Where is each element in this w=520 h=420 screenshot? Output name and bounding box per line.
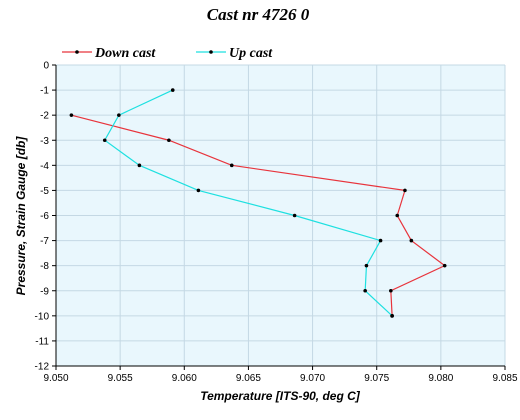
data-point-down-cast bbox=[167, 138, 171, 143]
y-axis-title: Pressure, Strain Gauge [db] bbox=[14, 136, 28, 296]
legend-marker-down-cast bbox=[75, 50, 79, 54]
y-tick-label: -5 bbox=[40, 186, 49, 197]
y-tick-label: -7 bbox=[40, 236, 49, 247]
x-tick-label: 9.055 bbox=[108, 373, 133, 384]
legend: Down cast Up cast bbox=[62, 46, 273, 61]
legend-label-down-cast: Down cast bbox=[94, 46, 156, 61]
y-tick-label: -10 bbox=[35, 311, 50, 322]
data-point-down-cast bbox=[229, 163, 234, 168]
y-tick-label: -9 bbox=[40, 286, 49, 297]
data-point-up-cast bbox=[292, 213, 297, 218]
x-axis-title: Temperature [ITS-90, deg C] bbox=[200, 389, 361, 403]
x-tick-label: 9.085 bbox=[492, 373, 517, 384]
y-tick-label: -12 bbox=[35, 362, 50, 373]
legend-item-down-cast[interactable]: Down cast bbox=[62, 46, 156, 61]
y-tick-label: -11 bbox=[35, 336, 49, 347]
data-point-up-cast bbox=[363, 288, 367, 293]
x-axis: 9.050 9.055 9.060 9.065 9.070 9.075 9.080 9.085 bbox=[43, 366, 518, 384]
y-tick-label: 0 bbox=[43, 61, 49, 72]
data-point-up-cast bbox=[137, 163, 142, 168]
data-point-down-cast bbox=[69, 113, 74, 117]
chart-title: Cast nr 4726 0 bbox=[207, 5, 310, 24]
data-point-down-cast bbox=[442, 263, 447, 268]
x-tick-label: 9.080 bbox=[428, 373, 453, 384]
data-point-up-cast bbox=[170, 88, 175, 92]
y-tick-label: -2 bbox=[40, 111, 49, 122]
legend-label-up-cast: Up cast bbox=[229, 46, 273, 61]
y-tick-label: -1 bbox=[40, 86, 49, 97]
data-point-up-cast bbox=[364, 263, 369, 268]
legend-item-up-cast[interactable]: Up cast bbox=[196, 46, 273, 61]
data-point-up-cast bbox=[117, 113, 121, 117]
y-axis: 0 -1 -2 -3 -4 -5 -6 -7 -8 -9 -10 -11 -12 bbox=[35, 61, 56, 373]
data-point-up-cast bbox=[196, 188, 201, 193]
y-tick-label: -6 bbox=[40, 211, 49, 222]
data-point-down-cast bbox=[403, 188, 407, 193]
x-tick-label: 9.075 bbox=[364, 373, 389, 384]
y-tick-label: -4 bbox=[40, 161, 49, 172]
legend-marker-up-cast bbox=[209, 50, 213, 54]
data-point-down-cast bbox=[395, 213, 400, 218]
series-layer bbox=[69, 88, 447, 318]
data-point-up-cast bbox=[102, 138, 107, 143]
data-point-down-cast bbox=[389, 288, 393, 293]
x-tick-label: 9.050 bbox=[43, 373, 68, 384]
x-tick-label: 9.065 bbox=[236, 373, 261, 384]
series-up-cast bbox=[102, 88, 394, 318]
data-point-up-cast bbox=[378, 238, 383, 243]
x-tick-label: 9.060 bbox=[172, 373, 197, 384]
data-point-up-cast bbox=[390, 314, 394, 318]
series-line-up-cast bbox=[103, 89, 393, 317]
y-tick-label: -3 bbox=[40, 136, 49, 147]
y-tick-label: -8 bbox=[40, 261, 49, 272]
x-tick-label: 9.070 bbox=[300, 373, 325, 384]
data-point-down-cast bbox=[409, 238, 414, 243]
